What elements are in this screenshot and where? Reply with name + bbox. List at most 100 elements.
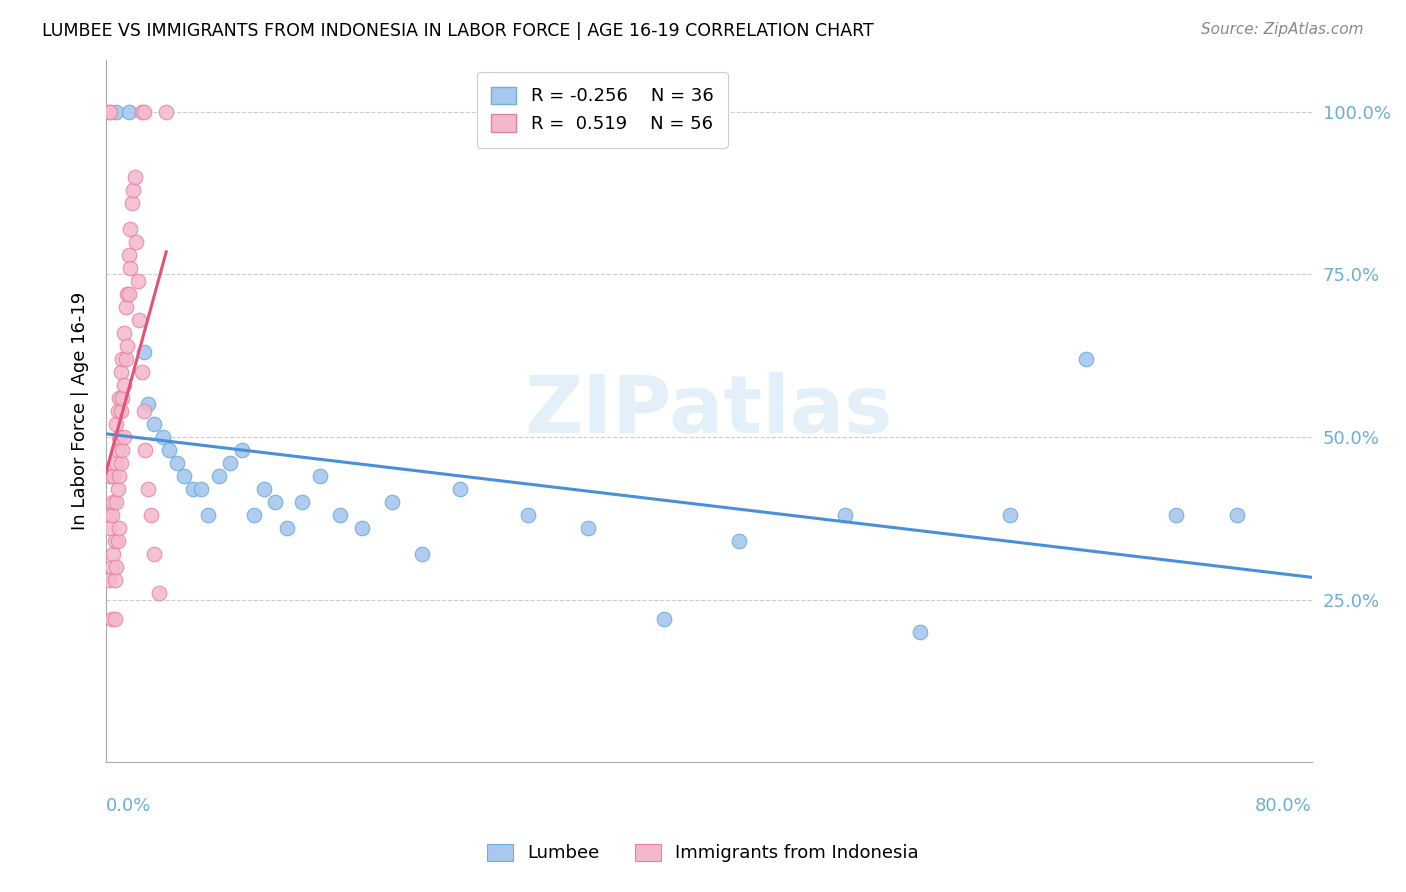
Point — [136, 397, 159, 411]
Point — [132, 104, 155, 119]
Point — [218, 456, 240, 470]
Point — [309, 469, 332, 483]
Point — [103, 469, 125, 483]
Legend: R = -0.256    N = 36, R =  0.519    N = 56: R = -0.256 N = 36, R = 0.519 N = 56 — [477, 72, 728, 148]
Point — [132, 404, 155, 418]
Point — [104, 612, 127, 626]
Point — [121, 195, 143, 210]
Point — [97, 104, 120, 119]
Point — [208, 469, 231, 483]
Point — [112, 326, 135, 340]
Point — [576, 521, 599, 535]
Point — [139, 508, 162, 522]
Point — [117, 248, 139, 262]
Point — [108, 391, 131, 405]
Text: ZIPatlas: ZIPatlas — [524, 372, 893, 450]
Point — [728, 534, 751, 549]
Point — [101, 508, 124, 522]
Point — [173, 469, 195, 483]
Point — [100, 104, 122, 119]
Point — [329, 508, 352, 522]
Point — [134, 442, 156, 457]
Legend: Lumbee, Immigrants from Indonesia: Lumbee, Immigrants from Indonesia — [479, 837, 927, 870]
Point — [101, 560, 124, 574]
Point — [152, 430, 174, 444]
Point — [908, 625, 931, 640]
Point — [411, 547, 433, 561]
Point — [127, 274, 149, 288]
Point — [107, 534, 129, 549]
Point — [1166, 508, 1188, 522]
Point — [136, 482, 159, 496]
Point — [166, 456, 188, 470]
Text: 0.0%: 0.0% — [105, 797, 152, 815]
Point — [197, 508, 219, 522]
Point — [105, 495, 128, 509]
Point — [107, 482, 129, 496]
Point — [104, 573, 127, 587]
Point — [110, 365, 132, 379]
Point — [276, 521, 298, 535]
Point — [105, 417, 128, 431]
Point — [291, 495, 314, 509]
Point — [107, 442, 129, 457]
Point — [111, 442, 134, 457]
Point — [118, 260, 141, 275]
Point — [114, 351, 136, 366]
Point — [517, 508, 540, 522]
Point — [155, 104, 177, 119]
Point — [97, 573, 120, 587]
Point — [101, 612, 124, 626]
Point — [242, 508, 264, 522]
Point — [449, 482, 471, 496]
Point — [124, 169, 146, 184]
Point — [183, 482, 205, 496]
Point — [115, 286, 138, 301]
Point — [122, 183, 145, 197]
Y-axis label: In Labor Force | Age 16-19: In Labor Force | Age 16-19 — [72, 292, 89, 530]
Point — [125, 235, 148, 249]
Point — [157, 442, 180, 457]
Point — [100, 521, 122, 535]
Point — [148, 586, 170, 600]
Point — [1225, 508, 1247, 522]
Point — [128, 313, 150, 327]
Point — [105, 560, 128, 574]
Point — [834, 508, 856, 522]
Point — [112, 377, 135, 392]
Point — [352, 521, 374, 535]
Point — [108, 430, 131, 444]
Text: Source: ZipAtlas.com: Source: ZipAtlas.com — [1201, 22, 1364, 37]
Point — [231, 442, 253, 457]
Point — [111, 351, 134, 366]
Text: 80.0%: 80.0% — [1256, 797, 1312, 815]
Point — [103, 547, 125, 561]
Point — [114, 300, 136, 314]
Point — [105, 456, 128, 470]
Point — [112, 430, 135, 444]
Point — [103, 495, 125, 509]
Point — [107, 404, 129, 418]
Point — [108, 521, 131, 535]
Point — [1000, 508, 1022, 522]
Point — [263, 495, 285, 509]
Point — [131, 104, 153, 119]
Text: LUMBEE VS IMMIGRANTS FROM INDONESIA IN LABOR FORCE | AGE 16-19 CORRELATION CHART: LUMBEE VS IMMIGRANTS FROM INDONESIA IN L… — [42, 22, 875, 40]
Point — [108, 469, 131, 483]
Point — [143, 547, 166, 561]
Point — [253, 482, 276, 496]
Point — [110, 456, 132, 470]
Point — [190, 482, 212, 496]
Point — [104, 534, 127, 549]
Point — [117, 286, 139, 301]
Point — [118, 221, 141, 235]
Point — [381, 495, 404, 509]
Point — [105, 104, 128, 119]
Point — [131, 365, 153, 379]
Point — [132, 345, 155, 359]
Point — [1074, 351, 1097, 366]
Point — [97, 508, 120, 522]
Point — [111, 391, 134, 405]
Point — [100, 469, 122, 483]
Point — [115, 339, 138, 353]
